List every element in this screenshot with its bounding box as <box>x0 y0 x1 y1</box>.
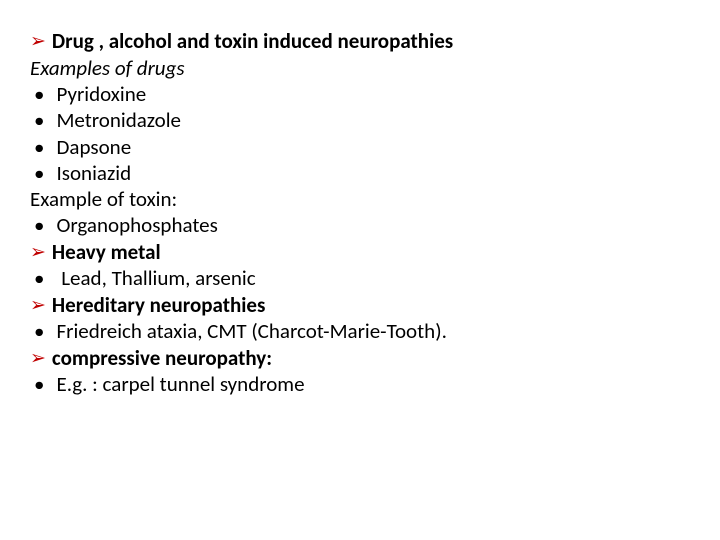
dot-bullet-icon: • <box>34 265 44 291</box>
arrow-bullet-icon: ➢ <box>30 347 46 371</box>
line-text: Example of toxin: <box>30 186 177 212</box>
line-text: Heavy metal <box>52 239 161 265</box>
line-8: ➢Heavy metal <box>30 239 690 266</box>
dot-bullet-icon: • <box>34 318 44 344</box>
line-text: E.g. : carpel tunnel syndrome <box>56 371 304 397</box>
line-text: Hereditary neuropathies <box>52 292 265 318</box>
slide-body: ➢Drug , alcohol and toxin induced neurop… <box>0 0 720 398</box>
line-10: ➢Hereditary neuropathies <box>30 292 690 319</box>
dot-bullet-icon: • <box>34 134 44 160</box>
line-2: • Pyridoxine <box>30 81 690 107</box>
line-3: • Metronidazole <box>30 107 690 133</box>
line-text: Metronidazole <box>56 107 181 133</box>
line-0: ➢Drug , alcohol and toxin induced neurop… <box>30 28 690 55</box>
dot-bullet-icon: • <box>34 107 44 133</box>
line-5: • Isoniazid <box>30 160 690 186</box>
line-text: Organophosphates <box>56 212 217 238</box>
line-12: ➢compressive neuropathy: <box>30 345 690 372</box>
dot-bullet-icon: • <box>34 371 44 397</box>
line-6: Example of toxin: <box>30 186 690 212</box>
line-13: • E.g. : carpel tunnel syndrome <box>30 371 690 397</box>
line-4: • Dapsone <box>30 134 690 160</box>
dot-bullet-icon: • <box>34 81 44 107</box>
line-1: Examples of drugs <box>30 55 690 81</box>
line-text: Friedreich ataxia, CMT (Charcot-Marie-To… <box>56 318 446 344</box>
line-text: compressive neuropathy: <box>52 345 272 371</box>
line-text: Pyridoxine <box>56 81 146 107</box>
arrow-bullet-icon: ➢ <box>30 30 46 54</box>
dot-bullet-icon: • <box>34 212 44 238</box>
dot-bullet-icon: • <box>34 160 44 186</box>
line-text: Isoniazid <box>56 160 131 186</box>
line-text: Dapsone <box>56 134 131 160</box>
line-text: Examples of drugs <box>30 55 185 81</box>
arrow-bullet-icon: ➢ <box>30 241 46 265</box>
line-text: Drug , alcohol and toxin induced neuropa… <box>52 28 453 54</box>
line-text: Lead, Thallium, arsenic <box>56 265 255 291</box>
line-9: • Lead, Thallium, arsenic <box>30 265 690 291</box>
line-11: • Friedreich ataxia, CMT (Charcot-Marie-T… <box>30 318 690 344</box>
line-7: • Organophosphates <box>30 212 690 238</box>
arrow-bullet-icon: ➢ <box>30 294 46 318</box>
